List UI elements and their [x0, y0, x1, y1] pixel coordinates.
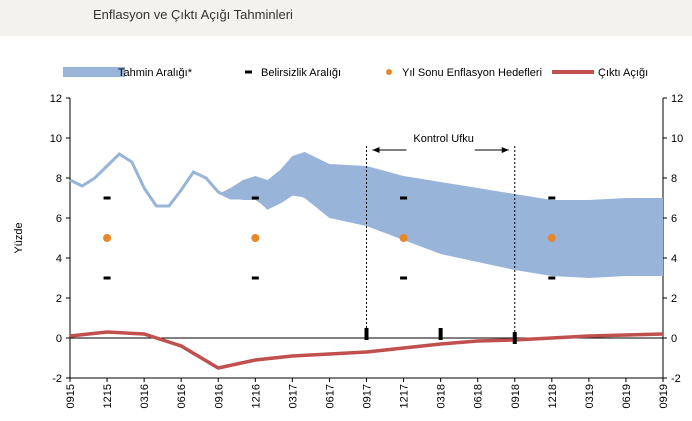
arrow-right-head — [501, 147, 509, 153]
chart: Tahmin Aralığı* Belirsizlik Aralığı Yıl So… — [13, 67, 683, 408]
x-tick-label: 1216 — [250, 384, 262, 408]
y-tick-label-left: 12 — [50, 93, 62, 105]
x-tick-label: 0919 — [658, 384, 670, 408]
x-tick-label: 0317 — [287, 384, 299, 408]
legend-label: Yıl Sonu Enflasyon Hedefleri — [402, 67, 542, 79]
legend-label: Tahmin Aralığı* — [118, 67, 193, 79]
y-tick-label-right: 8 — [671, 173, 677, 185]
target-point — [103, 234, 112, 242]
x-tick-label: 1218 — [547, 384, 559, 408]
x-tick-label: 0916 — [213, 384, 225, 408]
y-tick-label-left: 8 — [56, 173, 62, 185]
x-tick-label: 0917 — [362, 384, 374, 408]
x-tick-label: 0616 — [176, 384, 188, 408]
output-gap-line — [69, 330, 664, 370]
series: Kontrol Ufku — [69, 133, 664, 370]
x-tick-label: 0915 — [65, 384, 77, 408]
target-point — [547, 234, 556, 242]
y-tick-label-left: 10 — [50, 133, 62, 145]
output-gap-marker — [364, 328, 369, 340]
x-tick-label: 0319 — [584, 384, 596, 408]
axes: -2 -2 0 0 2 2 4 4 6 6 8 8 10 10 12 12 0915 1215 0316 0616 09… — [13, 93, 683, 408]
x-tick-label: 0617 — [324, 384, 336, 408]
arrow-left-head — [372, 147, 380, 153]
x-tick-label: 0316 — [139, 384, 151, 408]
y-tick-label-left: 6 — [56, 213, 62, 225]
legend: Tahmin Aralığı* Belirsizlik Aralığı Yıl So… — [63, 67, 648, 79]
title-bar: Enflasyon ve Çıktı Açığı Tahminleri — [0, 0, 692, 36]
target-point — [399, 234, 408, 242]
legend-swatch-target — [386, 69, 392, 75]
uncertainty-marker — [251, 196, 259, 200]
y-tick-label-left: 2 — [56, 293, 62, 305]
forecast-band — [218, 152, 663, 278]
page-title: Enflasyon ve Çıktı Açığı Tahminleri — [93, 7, 293, 22]
x-tick-label: 1215 — [102, 384, 114, 408]
output-gap-marker — [512, 332, 517, 344]
legend-swatch-marker — [245, 70, 252, 74]
y-tick-label-right: 6 — [671, 213, 677, 225]
legend-swatch-band — [63, 67, 125, 77]
uncertainty-marker — [251, 276, 259, 280]
uncertainty-marker — [400, 276, 408, 280]
legend-label: Çıktı Açığı — [598, 67, 648, 79]
y-tick-label-right: 10 — [671, 133, 683, 145]
x-tick-label: 1217 — [399, 384, 411, 408]
y-tick-label-right: -2 — [671, 373, 681, 385]
y-tick-label-right: 12 — [671, 93, 683, 105]
y-tick-label-right: 0 — [671, 333, 677, 345]
y-tick-label-left: 4 — [56, 253, 62, 265]
uncertainty-marker — [103, 196, 111, 200]
legend-label: Belirsizlik Aralığı — [261, 67, 341, 79]
y-axis-label: Yüzde — [13, 222, 25, 253]
y-tick-label-left: -2 — [52, 373, 62, 385]
annotation-label: Kontrol Ufku — [413, 133, 474, 145]
x-tick-label: 0918 — [510, 384, 522, 408]
x-tick-label: 0318 — [436, 384, 448, 408]
uncertainty-marker — [548, 276, 556, 280]
y-tick-label-right: 4 — [671, 253, 677, 265]
output-gap-marker — [438, 328, 443, 340]
x-tick-label: 0619 — [621, 384, 633, 408]
uncertainty-marker — [400, 196, 408, 200]
x-tick-label: 0618 — [473, 384, 485, 408]
inflation-line — [69, 152, 305, 210]
uncertainty-marker — [103, 276, 111, 280]
target-point — [251, 234, 260, 242]
y-tick-label-right: 2 — [671, 293, 677, 305]
y-tick-label-left: 0 — [56, 333, 62, 345]
uncertainty-marker — [548, 196, 556, 200]
